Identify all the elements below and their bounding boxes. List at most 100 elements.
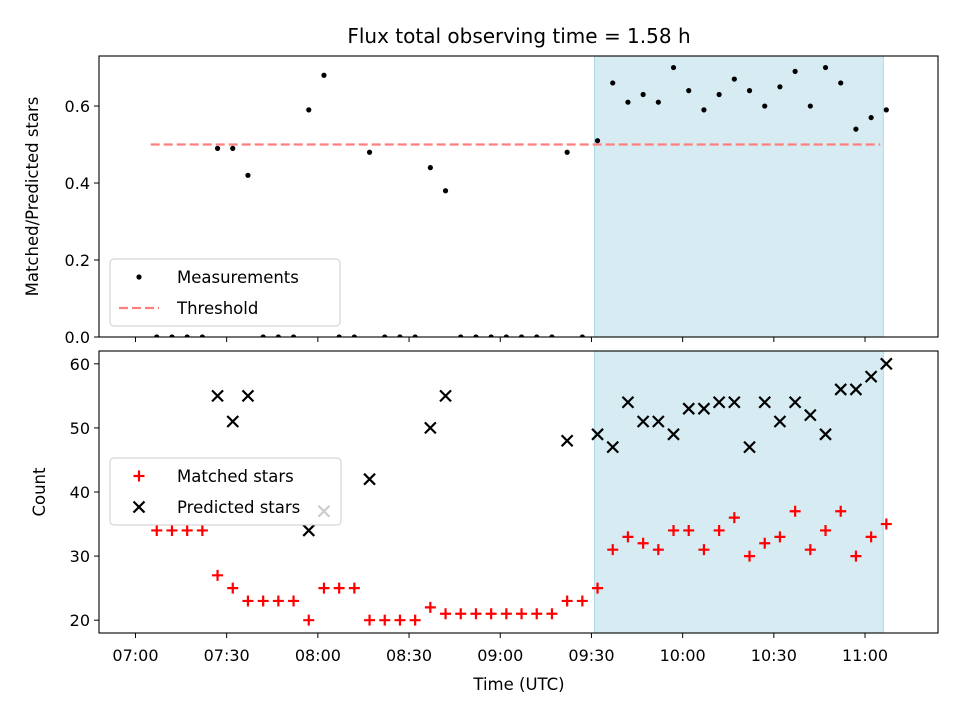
data-point (485, 608, 497, 620)
count-panel: 20 30 40 50 60 07:00 07:30 08:00 08:30 09:00 09:30… (30, 350, 939, 665)
data-point (473, 334, 479, 337)
data-point (379, 614, 391, 626)
data-point (336, 334, 342, 337)
data-point (701, 107, 707, 113)
y-axis-label: Matched/Predicted stars (23, 97, 42, 297)
data-point (610, 80, 616, 86)
data-point (564, 149, 570, 155)
data-point (698, 544, 710, 556)
shaded-time-span (593, 55, 884, 338)
x-tick-label: 09:00 (477, 646, 523, 665)
plot-area (151, 357, 893, 626)
data-point (348, 582, 360, 594)
y-tick-label: 0.2 (65, 251, 90, 270)
data-point (591, 428, 604, 441)
data-point (807, 103, 813, 109)
data-point (516, 608, 528, 620)
data-point (424, 421, 437, 435)
data-point (713, 524, 725, 536)
data-point (849, 383, 863, 396)
data-point (288, 595, 300, 607)
ratio-panel: 0.0 0.2 0.4 0.6 Matched/Predicted stars Measu… (23, 55, 939, 347)
data-point (716, 91, 722, 98)
data-point (652, 544, 664, 556)
x-tick-label: 07:30 (204, 646, 250, 665)
data-point (409, 614, 421, 626)
data-point (531, 608, 543, 620)
data-point (534, 334, 540, 337)
figure-title: Flux total observing time = 1.58 h (347, 24, 690, 48)
data-point (333, 582, 345, 594)
data-point (151, 524, 163, 536)
y-tick-label: 60 (70, 355, 90, 374)
data-point (880, 357, 893, 371)
data-point (290, 334, 297, 337)
legend-box (109, 258, 341, 327)
data-point (622, 531, 634, 543)
legend-marker (136, 274, 142, 280)
data-point (181, 524, 193, 536)
data-point (788, 395, 802, 409)
legend-label: Threshold (176, 299, 258, 318)
data-point (606, 440, 620, 454)
data-point (607, 544, 619, 556)
data-point (819, 428, 832, 441)
data-point (184, 334, 190, 337)
data-point (592, 582, 604, 594)
data-point (211, 389, 224, 403)
data-point (503, 334, 509, 337)
data-point (257, 595, 269, 607)
data-point (260, 334, 266, 337)
data-point (245, 172, 251, 178)
x-axis-label: Time (UTC) (472, 675, 564, 694)
data-point (762, 103, 768, 109)
legend-marker (132, 500, 146, 514)
data-point (424, 601, 436, 613)
data-point (166, 524, 178, 536)
data-point (440, 608, 452, 620)
legend-box (109, 457, 342, 526)
data-point (864, 370, 878, 383)
series-measurements (154, 64, 889, 337)
data-point (743, 440, 756, 454)
data-point (838, 80, 844, 86)
data-point (744, 550, 756, 562)
y-tick-label: 20 (70, 611, 90, 630)
data-point (546, 608, 558, 620)
data-point (789, 505, 801, 517)
data-point (637, 537, 649, 549)
data-point (196, 524, 208, 536)
data-point (667, 428, 680, 441)
data-point (412, 334, 418, 337)
shaded-time-span (593, 350, 884, 634)
data-point (576, 595, 588, 607)
data-point (820, 524, 832, 536)
y-tick-label: 30 (70, 547, 90, 566)
y-tick-label: 0.4 (65, 174, 90, 193)
data-point (625, 99, 631, 105)
data-point (241, 389, 255, 403)
data-point (804, 408, 817, 422)
legend-marker (133, 470, 145, 482)
data-point (321, 72, 327, 78)
data-point (549, 334, 555, 337)
data-point (272, 595, 284, 607)
data-point (561, 595, 573, 607)
data-point (636, 415, 650, 428)
axes-frame (98, 55, 939, 338)
legend-label: Predicted stars (177, 498, 300, 517)
legend-label: Measurements (177, 268, 299, 287)
data-point (621, 395, 635, 409)
data-point (728, 395, 741, 409)
y-axis-label: Count (30, 467, 49, 517)
data-point (212, 569, 224, 581)
legend-label: Matched stars (177, 467, 294, 486)
data-point (439, 389, 452, 403)
data-point (834, 383, 848, 396)
data-point (853, 126, 859, 132)
data-point (230, 145, 236, 151)
data-point (306, 107, 312, 113)
y-tick-label: 50 (70, 419, 90, 438)
data-point (868, 114, 874, 121)
x-tick-label: 11:00 (842, 646, 888, 665)
